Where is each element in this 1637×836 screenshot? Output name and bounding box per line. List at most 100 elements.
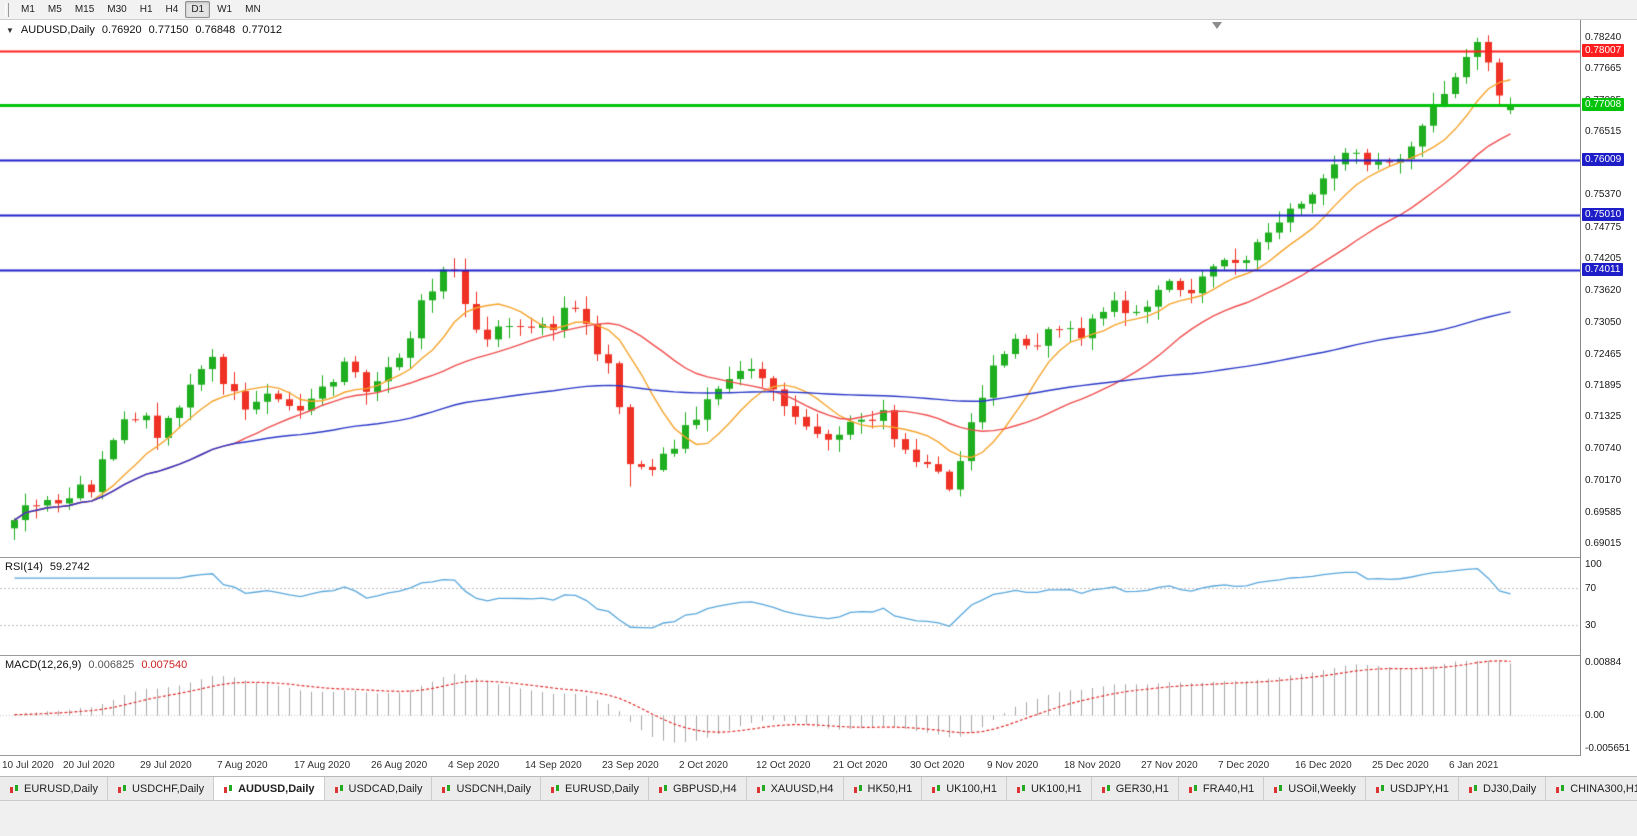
panel-separator[interactable] [0,557,1637,558]
candlestick-chart-icon [1274,784,1283,793]
timeframe-button-m1[interactable]: M1 [21,4,35,15]
toolbar-drag-handle-icon[interactable] [5,2,9,17]
level-price-label: 0.78007 [1582,43,1625,57]
price-tick-label: 0.71325 [1585,411,1622,423]
chart-tab-eurusd-daily[interactable]: EURUSD,Daily [541,777,649,800]
chart-shift-marker-icon[interactable] [1212,22,1222,29]
ohlc-close-value: 0.77012 [242,24,282,36]
collapse-arrow-icon[interactable]: ▼ [6,26,14,35]
chart-tab-usdcad-daily[interactable]: USDCAD,Daily [324,777,433,800]
price-chart-canvas[interactable] [0,20,1580,557]
candlestick-chart-icon [1188,784,1197,793]
price-tick-label: 0.70170 [1585,474,1622,486]
chart-tab-uk100-h1[interactable]: UK100,H1 [922,777,1007,800]
candlestick-chart-icon [1016,784,1025,793]
candlestick-chart-icon [551,784,560,793]
chart-tab-label: HK50,H1 [867,782,913,795]
macd-main-value: 0.006825 [88,659,135,671]
date-tick-label: 17 Aug 2020 [294,760,351,771]
candlestick-chart-icon [853,784,862,793]
price-axis: 0.782400.776650.770950.765150.759450.753… [1580,20,1637,756]
chart-tab-label: USDCNH,Daily [456,782,532,795]
chart-tab-label: USOil,Weekly [1288,782,1356,795]
price-tick-label: 0.74205 [1585,253,1622,265]
panel-separator [0,755,1637,756]
date-tick-label: 29 Jul 2020 [140,760,192,771]
date-tick-label: 9 Nov 2020 [987,760,1039,771]
price-tick-label: 0.77665 [1585,63,1622,75]
status-bar [0,800,1637,836]
chart-tab-usoil-weekly[interactable]: USOil,Weekly [1264,777,1366,800]
level-price-label: 0.76009 [1582,153,1625,167]
chart-tab-fra40-h1[interactable]: FRA40,H1 [1178,777,1265,800]
timeframe-button-m30[interactable]: M30 [107,4,127,15]
price-tick-label: 0.71895 [1585,379,1622,391]
date-tick-label: 4 Sep 2020 [448,760,500,771]
chart-tab-usdchf-daily[interactable]: USDCHF,Daily [107,777,215,800]
level-price-label: 0.77008 [1582,98,1625,112]
chart-tab-gbpusd-h4[interactable]: GBPUSD,H4 [649,777,747,800]
chart-tab-label: EURUSD,Daily [24,782,98,795]
chart-tab-audusd-daily[interactable]: AUDUSD,Daily [214,777,325,800]
rsi-indicator-canvas[interactable] [0,558,1580,655]
chart-tab-usdcnh-daily[interactable]: USDCNH,Daily [432,777,542,800]
chart-tab-usdjpy-h1[interactable]: USDJPY,H1 [1365,777,1460,800]
candlestick-chart-icon [442,784,451,793]
date-axis: 10 Jul 2020 20 Jul 2020 29 Jul 2020 7 Aug 2… [0,756,1580,776]
chart-tab-label: GER30,H1 [1115,782,1169,795]
date-tick-label: 27 Nov 2020 [1141,760,1198,771]
candlestick-chart-icon [1375,784,1384,793]
candlestick-chart-icon [1556,784,1565,793]
chart-tab-label: XAUUSD,H4 [770,782,834,795]
date-tick-label: 7 Aug 2020 [217,760,268,771]
chart-tab-dj30-daily[interactable]: DJ30,Daily [1459,777,1547,800]
timeframe-button-h1[interactable]: H1 [139,4,153,15]
chart-tab-label: FRA40,H1 [1202,782,1255,795]
chart-tab-label: DJ30,Daily [1483,782,1537,795]
date-tick-label: 6 Jan 2021 [1449,760,1499,771]
macd-label: MACD(12,26,9) [5,659,82,671]
date-tick-label: 25 Dec 2020 [1372,760,1429,771]
timeframe-button-m15[interactable]: M15 [74,4,95,15]
chart-tab-uk100-h1[interactable]: UK100,H1 [1006,777,1092,800]
price-tick-label: 0.75370 [1585,189,1622,201]
date-tick-label: 2 Oct 2020 [679,760,728,771]
price-tick-label: 0.78240 [1585,31,1622,43]
macd-indicator-canvas[interactable] [0,656,1580,755]
date-tick-label: 14 Sep 2020 [525,760,582,771]
date-tick-label: 7 Dec 2020 [1218,760,1270,771]
date-tick-label: 26 Aug 2020 [371,760,428,771]
timeframe-button-d1[interactable]: D1 [185,1,211,18]
chart-tab-ger30-h1[interactable]: GER30,H1 [1091,777,1179,800]
timeframe-button-mn[interactable]: MN [245,4,261,15]
candlestick-chart-icon [334,784,343,793]
date-tick-label: 12 Oct 2020 [756,760,811,771]
rsi-tick-label: 100 [1585,559,1602,570]
level-price-label: 0.75010 [1582,207,1625,221]
panel-separator[interactable] [0,655,1637,656]
chart-tab-hk50-h1[interactable]: HK50,H1 [843,777,923,800]
date-tick-label: 23 Sep 2020 [602,760,659,771]
timeframe-button-w1[interactable]: W1 [217,4,233,15]
chart-area: ▼ AUDUSD,Daily 0.76920 0.77150 0.76848 0… [0,20,1637,776]
date-tick-label: 21 Oct 2020 [833,760,888,771]
price-tick-label: 0.69015 [1585,537,1622,549]
price-tick-label: 0.69585 [1585,506,1622,518]
chart-tab-china300-h1[interactable]: CHINA300,H1 [1546,777,1637,800]
timeframe-button-h4[interactable]: H4 [165,4,179,15]
chart-tab-xauusd-h4[interactable]: XAUUSD,H4 [746,777,844,800]
macd-tick-label: 0.00 [1585,709,1605,721]
chart-tab-label: USDCAD,Daily [348,782,423,795]
chart-tab-label: USDCHF,Daily [131,782,205,795]
chart-tab-eurusd-daily[interactable]: EURUSD,Daily [0,777,108,800]
chart-tab-label: EURUSD,Daily [565,782,639,795]
macd-signal-value: 0.007540 [141,659,188,671]
timeframe-button-m5[interactable]: M5 [47,4,62,15]
rsi-label: RSI(14) [5,561,43,573]
date-tick-label: 20 Jul 2020 [63,760,115,771]
date-tick-label: 16 Dec 2020 [1295,760,1352,771]
candlestick-chart-icon [224,784,233,793]
ohlc-open-value: 0.76920 [101,24,142,36]
chart-tab-label: AUDUSD,Daily [238,782,315,795]
